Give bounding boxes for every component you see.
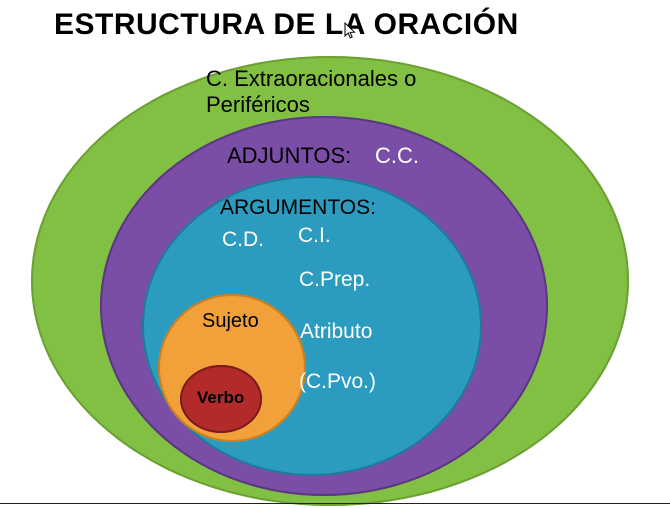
label-extraoracionales: C. Extraoracionales o Periféricos [206,66,416,118]
label-sujeto: Sujeto [202,310,259,333]
label-cpvo: (C.Pvo.) [299,370,376,394]
diagram-title: ESTRUCTURA DE LA ORACIÓN [54,8,519,42]
label-adjuntos-cc: C.C. [375,143,419,169]
label-verbo: Verbo [197,388,244,408]
label-adjuntos-title: ADJUNTOS: [227,143,351,169]
label-extraoracionales-line1: C. Extraoracionales o [206,66,416,92]
label-atributo: Atributo [300,320,372,344]
label-ci: C.I. [298,224,331,248]
bottom-separator [0,503,670,504]
label-extraoracionales-line2: Periféricos [206,92,416,118]
label-cd: C.D. [222,228,264,252]
label-cprep: C.Prep. [299,268,370,292]
label-argumentos-title: ARGUMENTOS: [220,196,376,220]
